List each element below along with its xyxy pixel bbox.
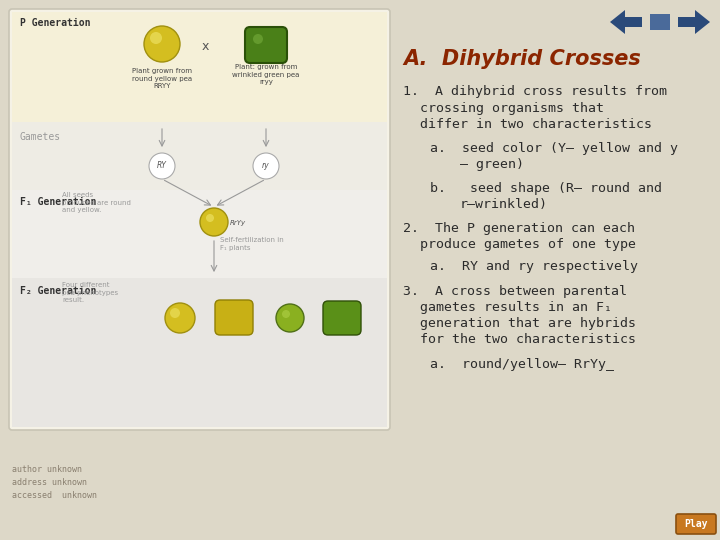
Text: Play: Play [684, 519, 708, 529]
FancyBboxPatch shape [215, 300, 253, 335]
Text: 3.  A cross between parental: 3. A cross between parental [403, 285, 627, 298]
FancyBboxPatch shape [12, 122, 387, 190]
Text: Self-fertilization in
F₁ plants: Self-fertilization in F₁ plants [220, 238, 284, 251]
Circle shape [253, 153, 279, 179]
Text: A.  Dihybrid Crosses: A. Dihybrid Crosses [403, 49, 641, 69]
Text: Plant: grown from
wrinkled green pea
rryy: Plant: grown from wrinkled green pea rry… [233, 64, 300, 85]
Text: RrYy: RrYy [230, 220, 246, 226]
Text: gametes results in an F₁: gametes results in an F₁ [420, 301, 612, 314]
Circle shape [170, 308, 180, 318]
Text: r–wrinkled): r–wrinkled) [460, 198, 548, 211]
Polygon shape [678, 10, 710, 34]
Text: Four different
pea phenotypes
result.: Four different pea phenotypes result. [62, 282, 118, 303]
Text: All seeds
produced are round
and yellow.: All seeds produced are round and yellow. [62, 192, 131, 213]
Text: – green): – green) [460, 158, 524, 171]
Text: 1.  A dihybrid cross results from: 1. A dihybrid cross results from [403, 85, 667, 98]
Circle shape [149, 153, 175, 179]
Text: F₂ Generation: F₂ Generation [20, 286, 96, 296]
Circle shape [165, 303, 195, 333]
Text: a.  RY and ry respectively: a. RY and ry respectively [430, 260, 638, 273]
Text: b.   seed shape (R– round and: b. seed shape (R– round and [430, 182, 662, 195]
FancyBboxPatch shape [12, 278, 387, 427]
Text: produce gametes of one type: produce gametes of one type [420, 238, 636, 251]
Text: RY: RY [157, 161, 167, 171]
Text: F₁ Generation: F₁ Generation [20, 197, 96, 207]
Text: Plant grown from
round yellow pea
RRYY: Plant grown from round yellow pea RRYY [132, 68, 192, 89]
Text: a.  seed color (Y– yellow and y: a. seed color (Y– yellow and y [430, 142, 678, 155]
Text: ry: ry [262, 161, 270, 171]
Circle shape [282, 310, 290, 318]
Circle shape [150, 32, 162, 44]
FancyBboxPatch shape [676, 514, 716, 534]
FancyBboxPatch shape [650, 14, 670, 30]
FancyBboxPatch shape [323, 301, 361, 335]
FancyBboxPatch shape [12, 12, 387, 122]
FancyBboxPatch shape [9, 9, 390, 430]
Circle shape [276, 304, 304, 332]
Text: differ in two characteristics: differ in two characteristics [420, 118, 652, 131]
Text: P Generation: P Generation [20, 18, 91, 28]
Text: author unknown
address unknown
accessed  unknown: author unknown address unknown accessed … [12, 464, 97, 500]
Polygon shape [610, 10, 642, 34]
Circle shape [206, 214, 214, 222]
Circle shape [144, 26, 180, 62]
Text: 2.  The P generation can each: 2. The P generation can each [403, 222, 635, 235]
Text: x: x [202, 39, 209, 52]
Text: generation that are hybrids: generation that are hybrids [420, 317, 636, 330]
Text: Gametes: Gametes [20, 132, 61, 142]
Text: crossing organisms that: crossing organisms that [420, 102, 604, 115]
Circle shape [253, 34, 263, 44]
Text: for the two characteristics: for the two characteristics [420, 333, 636, 346]
Circle shape [200, 208, 228, 236]
FancyBboxPatch shape [245, 27, 287, 63]
FancyBboxPatch shape [12, 190, 387, 278]
Text: a.  round/yellow– RrYy_: a. round/yellow– RrYy_ [430, 358, 614, 371]
